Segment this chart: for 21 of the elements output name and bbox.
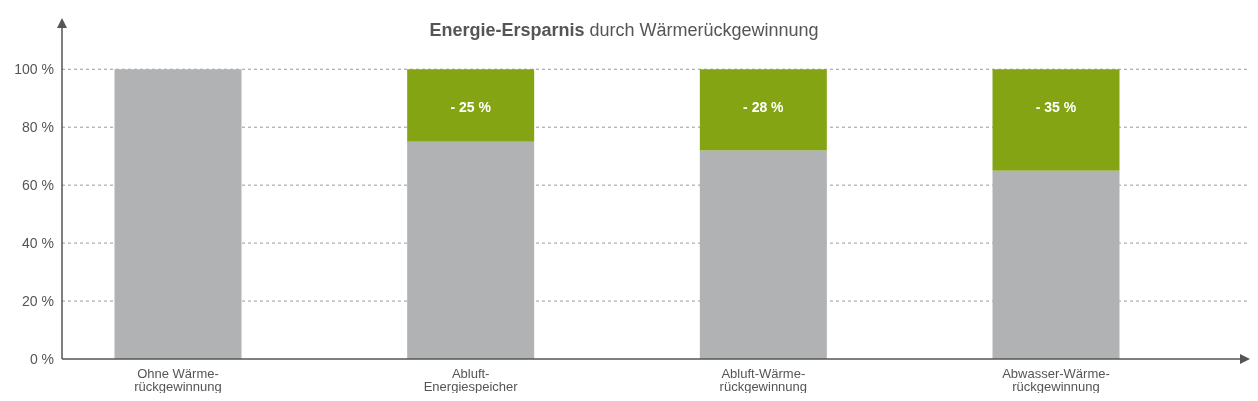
y-tick-label: 60 % <box>22 177 54 194</box>
y-tick-label: 0 % <box>29 351 54 367</box>
bar <box>407 141 535 359</box>
annotation: - 35 % <box>1035 99 1077 116</box>
bar <box>699 69 827 151</box>
bar <box>114 69 242 359</box>
bar <box>699 150 827 359</box>
chart-title: Energie-Ersparnis durch Wärmerückgewinnung <box>429 20 819 40</box>
annotation: - 25 % <box>450 99 492 116</box>
x-tick-label: Abluft-Wärme- rückgewinnung <box>719 366 808 394</box>
y-tick-label: 100 % <box>14 61 54 78</box>
y-tick-label: 40 % <box>22 235 54 252</box>
y-tick-label: 20 % <box>22 293 54 310</box>
bar <box>992 170 1120 359</box>
bar <box>992 69 1120 171</box>
annotation: - 28 % <box>743 99 785 116</box>
y-tick-label: 80 % <box>22 119 54 136</box>
x-tick-label: Abwasser-Wärme- rückgewinnung <box>1002 366 1110 394</box>
x-tick-label: Abluft- Energiespeicher <box>423 366 519 394</box>
x-tick-label: Ohne Wärme- rückgewinnung <box>134 366 222 394</box>
bar <box>407 69 535 142</box>
